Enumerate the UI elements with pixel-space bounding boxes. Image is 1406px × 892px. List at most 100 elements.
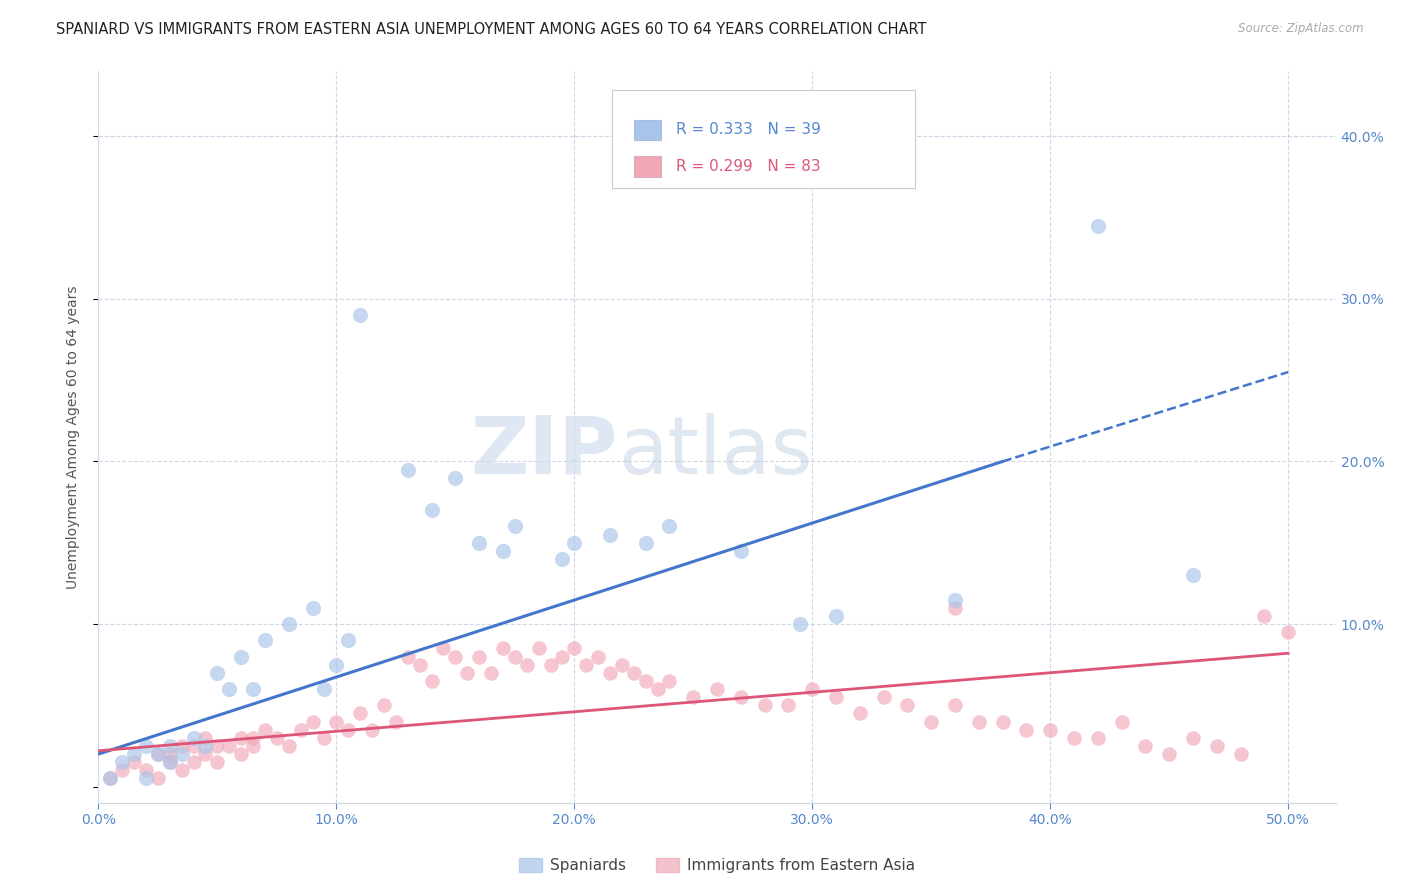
Point [231, 731, 253, 745]
Point [337, 633, 360, 648]
Point [943, 698, 966, 713]
Point [562, 535, 585, 549]
Point [314, 731, 336, 745]
Point [849, 706, 872, 721]
Point [634, 535, 657, 549]
Text: ZIP: ZIP [471, 413, 619, 491]
Point [420, 503, 443, 517]
Point [872, 690, 894, 705]
Point [599, 665, 621, 680]
Point [1063, 731, 1085, 745]
Point [194, 747, 217, 761]
Point [207, 665, 229, 680]
Point [396, 649, 419, 664]
Point [242, 731, 264, 745]
Point [420, 673, 443, 688]
Point [135, 772, 157, 786]
Point [159, 755, 181, 769]
Point [730, 690, 752, 705]
Point [231, 649, 253, 664]
Point [1277, 625, 1299, 640]
Point [218, 739, 240, 753]
Point [159, 747, 181, 761]
Text: SPANIARD VS IMMIGRANTS FROM EASTERN ASIA UNEMPLOYMENT AMONG AGES 60 TO 64 YEARS : SPANIARD VS IMMIGRANTS FROM EASTERN ASIA… [56, 22, 927, 37]
Point [492, 544, 515, 558]
Point [456, 665, 478, 680]
Point [242, 681, 264, 696]
Text: R = 0.333   N = 39: R = 0.333 N = 39 [676, 122, 821, 137]
Point [599, 527, 621, 541]
Point [1229, 747, 1251, 761]
Point [277, 617, 299, 632]
Point [207, 739, 229, 753]
Point [242, 739, 264, 753]
Point [349, 308, 371, 322]
Point [183, 755, 205, 769]
Point [98, 772, 121, 786]
Point [122, 747, 145, 761]
Point [503, 519, 526, 533]
Point [277, 739, 299, 753]
Text: Source: ZipAtlas.com: Source: ZipAtlas.com [1239, 22, 1364, 36]
Point [183, 731, 205, 745]
Point [231, 747, 253, 761]
Point [290, 723, 312, 737]
Point [658, 673, 681, 688]
Point [610, 657, 633, 672]
FancyBboxPatch shape [612, 90, 915, 188]
Point [468, 649, 491, 664]
Point [385, 714, 408, 729]
Point [135, 739, 157, 753]
Point [468, 535, 491, 549]
Point [801, 681, 824, 696]
Point [194, 731, 217, 745]
Point [1111, 714, 1133, 729]
Point [562, 641, 585, 656]
Point [551, 552, 574, 566]
Point [111, 764, 134, 778]
Point [1039, 723, 1062, 737]
Point [516, 657, 538, 672]
Point [991, 714, 1014, 729]
Point [218, 681, 240, 696]
Point [1181, 731, 1204, 745]
Point [301, 714, 323, 729]
Point [1159, 747, 1181, 761]
Point [527, 641, 550, 656]
Point [194, 739, 217, 753]
Point [586, 649, 609, 664]
Point [373, 698, 395, 713]
Point [349, 706, 371, 721]
Point [253, 723, 276, 737]
Point [337, 723, 360, 737]
Point [778, 698, 800, 713]
Point [682, 690, 704, 705]
Point [146, 747, 169, 761]
Legend: Spaniards, Immigrants from Eastern Asia: Spaniards, Immigrants from Eastern Asia [513, 852, 921, 880]
Point [170, 739, 193, 753]
Point [361, 723, 384, 737]
Point [967, 714, 990, 729]
Point [1205, 739, 1227, 753]
Point [943, 592, 966, 607]
Y-axis label: Unemployment Among Ages 60 to 64 years: Unemployment Among Ages 60 to 64 years [66, 285, 80, 589]
Point [825, 690, 848, 705]
Point [503, 649, 526, 664]
Point [658, 519, 681, 533]
Point [170, 747, 193, 761]
Point [754, 698, 776, 713]
Point [396, 462, 419, 476]
Point [207, 755, 229, 769]
Point [170, 764, 193, 778]
Text: atlas: atlas [619, 413, 813, 491]
Point [575, 657, 598, 672]
Text: R = 0.299   N = 83: R = 0.299 N = 83 [676, 159, 821, 174]
Point [146, 772, 169, 786]
Point [325, 657, 347, 672]
Point [1135, 739, 1157, 753]
Point [325, 714, 347, 729]
Point [444, 471, 467, 485]
Point [706, 681, 728, 696]
Point [920, 714, 942, 729]
Point [135, 764, 157, 778]
